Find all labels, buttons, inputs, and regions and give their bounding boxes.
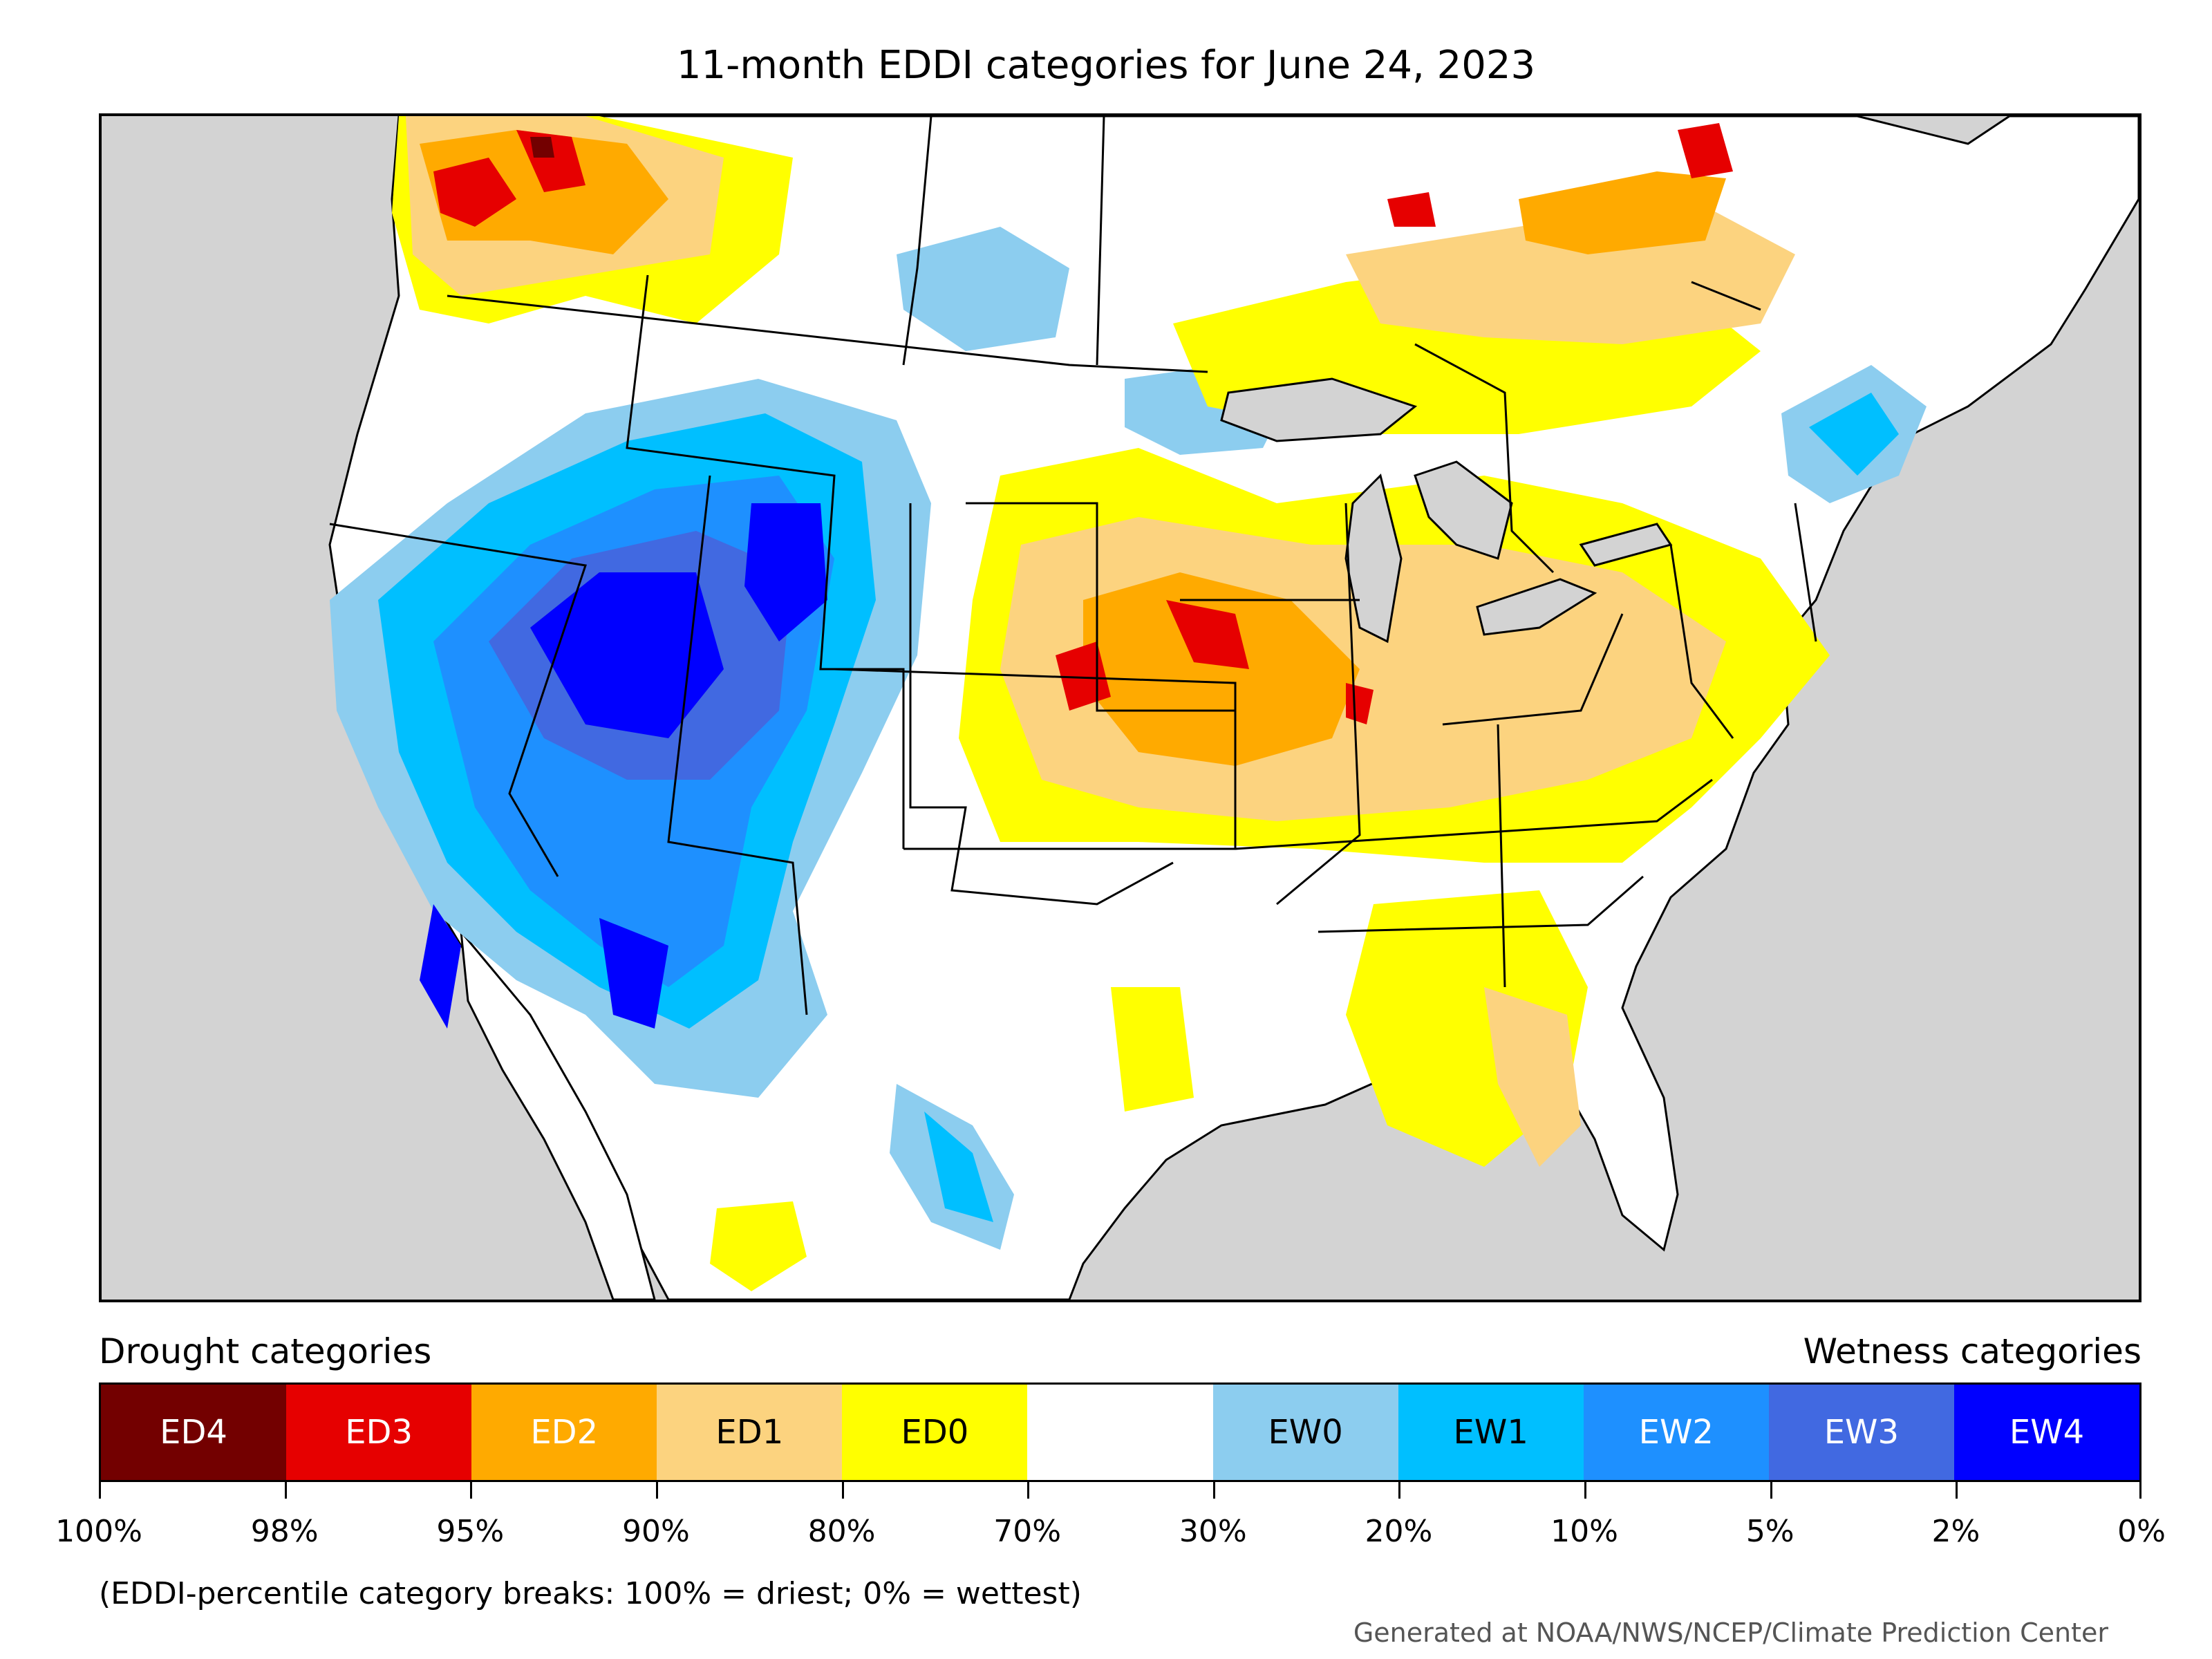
colorbar-tick [99,1482,101,1499]
tick-label: 100% [55,1514,142,1549]
colorbar-segment-ed4: ED4 [101,1385,287,1480]
tick-label: 0% [2117,1514,2166,1549]
wet-regions [330,227,1927,1250]
colorbar-tick [284,1482,287,1499]
colorbar-tick [470,1482,473,1499]
colorbar-tick [655,1482,658,1499]
eddi-map [99,113,2141,1302]
tick-label: 10% [1550,1514,1618,1549]
drought-categories-heading: Drought categories [99,1331,432,1371]
tick-label: 5% [1745,1514,1794,1549]
colorbar-tick [841,1482,844,1499]
colorbar-tick [1956,1482,1958,1499]
colorbar-segment-ed0: ED0 [842,1385,1028,1480]
colorbar-segment-ew0: EW0 [1212,1385,1398,1480]
colorbar-segment-normal [1027,1385,1213,1480]
tick-label: 90% [622,1514,690,1549]
colorbar-tick [1584,1482,1587,1499]
great-lakes [1220,377,1673,644]
credit-line: Generated at NOAA/NWS/NCEP/Climate Predi… [1353,1618,2108,1648]
category-breaks-note: (EDDI-percentile category breaks: 100% =… [99,1576,1082,1611]
tick-label: 2% [1931,1514,1980,1549]
colorbar-segment-ew3: EW3 [1768,1385,1954,1480]
colorbar-segment-ed2: ED2 [471,1385,657,1480]
tick-label: 95% [436,1514,505,1549]
colorbar-tick [2139,1482,2141,1499]
tick-label: 70% [993,1514,1062,1549]
land-baja [460,928,656,1300]
tick-label: 80% [807,1514,876,1549]
colorbar-segment-ew1: EW1 [1398,1385,1584,1480]
wetness-categories-heading: Wetness categories [1803,1331,2141,1371]
tick-label: 20% [1365,1514,1433,1549]
tick-label: 30% [1179,1514,1247,1549]
colorbar-tick [1398,1482,1401,1499]
tick-label: 98% [250,1514,319,1549]
colorbar-segment-ew2: EW2 [1583,1385,1769,1480]
colorbar-tick [1027,1482,1030,1499]
map-canvas [328,116,2139,1300]
colorbar-segment-ed1: ED1 [657,1385,843,1480]
colorbar-tick [1770,1482,1772,1499]
colorbar-segment-ew4: EW4 [1953,1385,2140,1480]
political-borders [329,116,1817,1015]
category-colorbar: ED4 ED3 ED2 ED1 ED0 EW0 EW1 EW2 EW3 EW4 [99,1382,2141,1482]
colorbar-tick [1212,1482,1215,1499]
map-title: 11-month EDDI categories for June 24, 20… [676,43,1536,88]
colorbar-segment-ed3: ED3 [286,1385,472,1480]
colorbar-ticks [99,1482,2141,1500]
